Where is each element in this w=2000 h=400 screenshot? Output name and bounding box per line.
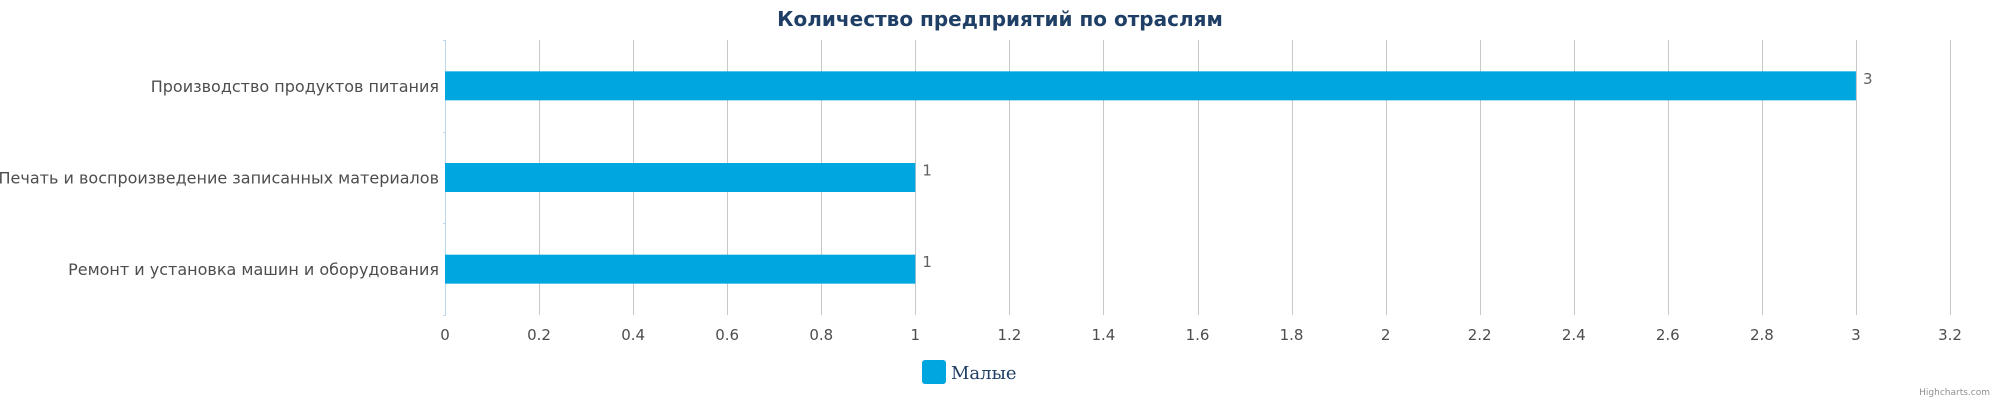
x-tick-label: 2.2 [1468,326,1492,344]
x-tick-label: 2 [1381,326,1391,344]
chart-title: Количество предприятий по отраслям [777,7,1223,31]
data-label: 1 [922,162,932,180]
x-tick-label: 1.6 [1186,326,1210,344]
x-tick-label: 2.8 [1750,326,1774,344]
labels: 0 0.2 0.4 0.6 0.8 1 1.2 1.4 1.6 1.8 2 2.2 2.4 2.6 2.8 3… [0,70,1962,344]
x-tick-label: 0.2 [527,326,551,344]
x-tick-label: 2.6 [1656,326,1680,344]
credits-link[interactable]: Highcharts.com [1919,388,1990,398]
x-tick-label: 1.4 [1092,326,1116,344]
x-tick-label: 0.6 [715,326,739,344]
bar[interactable] [445,163,916,192]
x-tick-label: 0 [440,326,450,344]
legend[interactable]: Малые [922,360,1017,384]
x-tick-label: 1.2 [997,326,1021,344]
x-tick-label: 3.2 [1938,326,1962,344]
x-tick-label: 3 [1851,326,1861,344]
data-label: 3 [1863,70,1873,88]
category-label: Ремонт и установка машин и оборудования [68,260,439,279]
x-tick-label: 2.4 [1562,326,1586,344]
bar[interactable] [445,71,1856,101]
bar[interactable] [445,254,916,284]
category-label: Печать и воспроизведение записанных мате… [0,169,439,188]
data-label: 1 [922,253,932,271]
x-tick-label: 0.4 [621,326,645,344]
category-label: Производство продуктов питания [151,77,439,96]
x-tick-label: 1.8 [1280,326,1304,344]
legend-swatch[interactable] [922,360,946,384]
x-tick-label: 1 [911,326,921,344]
x-tick-label: 0.8 [809,326,833,344]
legend-label-series-0[interactable]: Малые [951,363,1017,384]
bars [445,71,1856,284]
